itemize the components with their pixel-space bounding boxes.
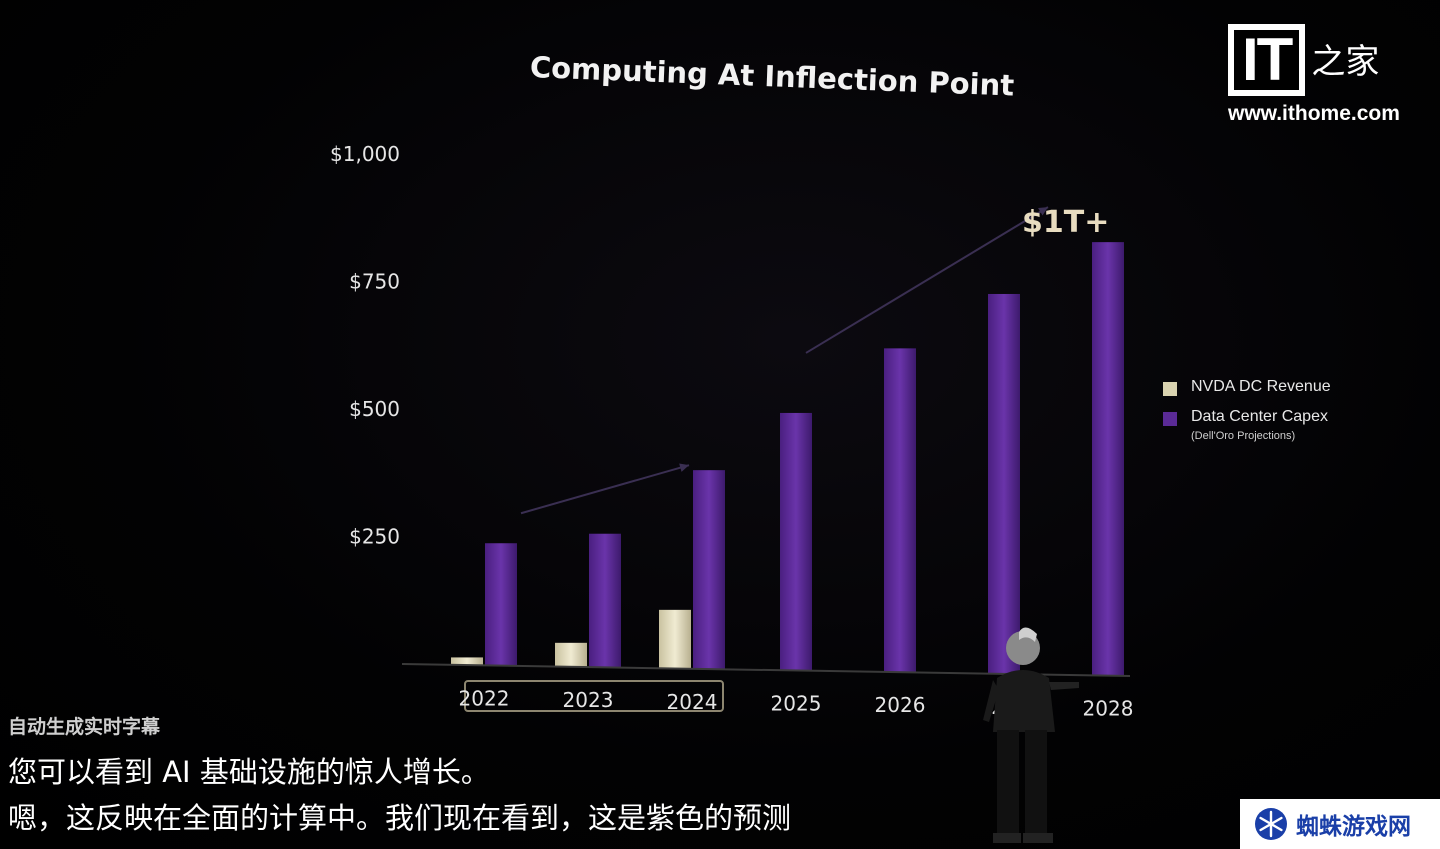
bar-capex-2028	[1092, 242, 1124, 676]
y-axis-ticks: $1,000 $750 $500 $250	[330, 142, 400, 549]
trend-arrows	[520, 206, 1049, 515]
ithome-logo: IT	[1228, 24, 1306, 96]
trend-arrow-long	[805, 206, 1049, 354]
y-tick-label: $750	[349, 270, 400, 294]
x-tick-label-2026: 2026	[875, 693, 926, 717]
badge-text: 蜘蛛游戏网	[1296, 814, 1411, 840]
trend-arrow-short	[520, 464, 690, 515]
caption-line-1: 您可以看到 AI 基础设施的惊人增长。	[8, 755, 490, 789]
snowflake-icon	[1255, 808, 1287, 840]
site-badge: 蜘蛛游戏网	[1240, 799, 1440, 849]
bars	[451, 242, 1124, 676]
legend: NVDA DC Revenue Data Center Capex (Dell'…	[1163, 378, 1363, 454]
callout-label: $1T+	[1022, 205, 1109, 240]
bar-nvda-2022	[451, 657, 483, 666]
bar-capex-2022	[485, 543, 517, 666]
live-captions: 自动生成实时字幕 您可以看到 AI 基础设施的惊人增长。 嗯，这反映在全面的计算…	[8, 712, 1008, 841]
bar-capex-2027	[988, 293, 1020, 674]
speaker-figure	[983, 627, 1079, 843]
x-tick-label-2022: 2022	[459, 686, 510, 710]
caption-line-2: 嗯，这反映在全面的计算中。我们现在看到，这是紫色的预测	[8, 801, 792, 835]
bar-capex-2026	[884, 348, 916, 673]
highlight-box	[464, 680, 724, 712]
y-tick-label: $250	[349, 525, 400, 549]
caption-header: 自动生成实时字幕	[8, 716, 161, 738]
bar-capex-2024	[693, 470, 725, 670]
legend-item-nvda: NVDA DC Revenue	[1163, 378, 1363, 396]
ithome-url: www.ithome.com	[1228, 102, 1400, 125]
y-tick-label: $1,000	[330, 142, 400, 166]
trend-arrow-short-head	[679, 463, 689, 472]
legend-swatch-nvda	[1163, 382, 1177, 396]
x-tick-label-2024: 2024	[667, 690, 718, 714]
legend-label-capex: Data Center Capex	[1191, 408, 1328, 425]
bar-nvda-2023	[555, 642, 587, 667]
ithome-logo-glyphs: 之家	[1311, 42, 1380, 82]
ithome-watermark: IT 之家 www.ithome.com	[1228, 24, 1428, 126]
legend-swatch-capex	[1163, 412, 1177, 426]
x-tick-label-2025: 2025	[771, 691, 822, 715]
y-tick-label: $500	[349, 397, 400, 421]
legend-label-nvda: NVDA DC Revenue	[1191, 378, 1331, 395]
bar-nvda-2024	[659, 609, 691, 669]
trend-arrow-long-head	[1038, 207, 1048, 216]
x-tick-label-2028: 2028	[1083, 697, 1134, 721]
bar-capex-2023	[589, 533, 621, 668]
legend-note-capex: (Dell'Oro Projections)	[1191, 430, 1296, 442]
bar-capex-2025	[780, 412, 812, 671]
legend-item-capex: Data Center Capex (Dell'Oro Projections)	[1163, 408, 1363, 442]
x-tick-label-2023: 2023	[563, 688, 614, 712]
